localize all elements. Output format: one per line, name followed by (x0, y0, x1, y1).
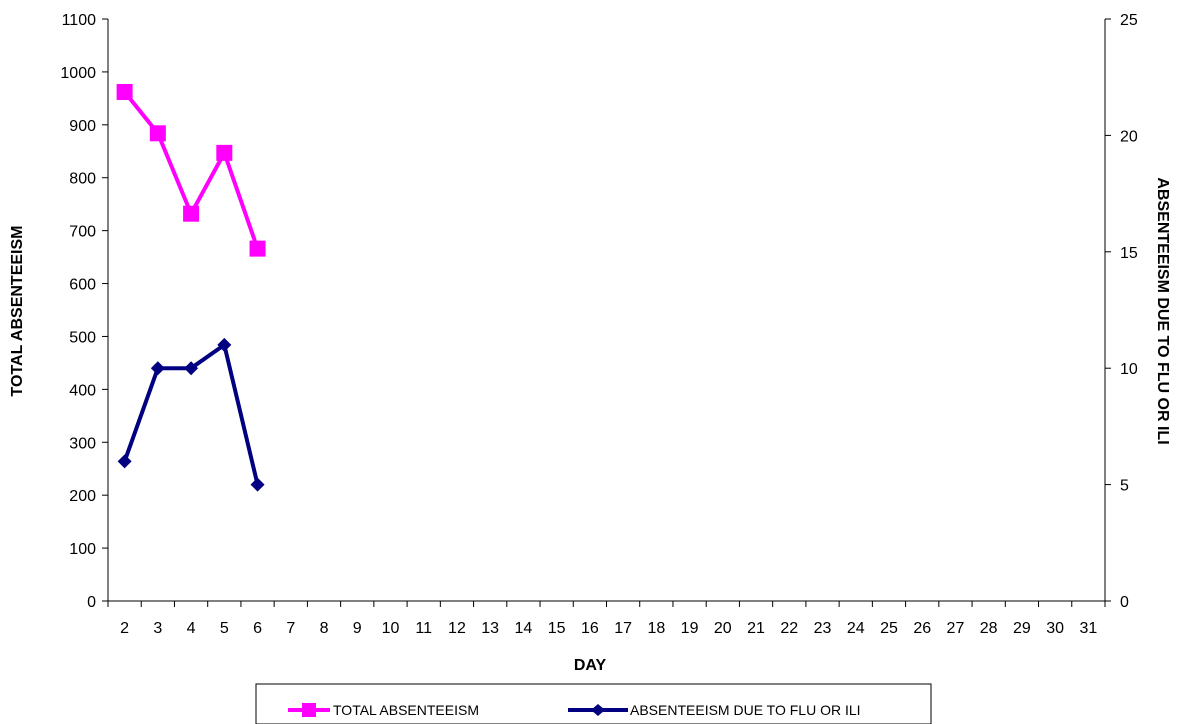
x-tick-label: 23 (814, 620, 832, 637)
y-axis-title: TOTAL ABSENTEEISM (9, 226, 26, 397)
x-tick-label: 3 (153, 620, 162, 637)
x-tick-label: 8 (320, 620, 329, 637)
x-tick-label: 29 (1013, 620, 1031, 637)
x-tick-label: 15 (548, 620, 566, 637)
x-tick-label: 5 (220, 620, 229, 637)
x-tick-label: 20 (714, 620, 732, 637)
series-group (116, 84, 266, 492)
y-tick-label: 600 (69, 277, 96, 294)
data-point (216, 144, 233, 161)
x-tick-label: 6 (253, 620, 262, 637)
series-line (123, 90, 260, 250)
y-tick-label: 700 (69, 224, 96, 241)
y-tick-label: 300 (69, 435, 96, 452)
x-tick-label: 10 (382, 620, 400, 637)
x-tick-label: 4 (187, 620, 196, 637)
x-tick-label: 12 (448, 620, 466, 637)
x-tick-label: 9 (353, 620, 362, 637)
x-tick-label: 24 (847, 620, 865, 637)
x-tick-label: 17 (614, 620, 632, 637)
y2-tick-label: 10 (1120, 361, 1138, 378)
x-tick-label: 2 (120, 620, 129, 637)
tick-labels: 0 100 200 300 400 500 600 700 800 900 1000 1100 0 5 10… (60, 12, 1137, 637)
data-point (149, 125, 166, 142)
legend-swatch-marker-flu-ili (591, 704, 605, 716)
data-point (117, 454, 132, 469)
x-tick-label: 11 (415, 620, 432, 637)
y-tick-label: 900 (69, 118, 96, 135)
x-tick-label: 16 (581, 620, 599, 637)
x-tick-label: 31 (1079, 620, 1097, 637)
x-tick-label: 18 (647, 620, 665, 637)
y2-tick-label: 0 (1120, 594, 1129, 611)
x-tick-label: 13 (481, 620, 499, 637)
y-tick-label: 1100 (62, 12, 97, 29)
x-tick-label: 27 (947, 620, 965, 637)
axes (102, 18, 1111, 607)
x-tick-label: 22 (780, 620, 798, 637)
x-tick-label: 21 (747, 620, 765, 637)
x-tick-label: 7 (286, 620, 295, 637)
series-total-absenteeism (116, 84, 266, 257)
data-point (184, 361, 199, 376)
y-tick-label: 100 (69, 541, 96, 558)
legend-swatch-marker-total-absenteeism (302, 703, 316, 717)
legend-box (255, 683, 932, 724)
y-tick-label: 500 (69, 329, 96, 346)
x-axis-title: DAY (574, 657, 607, 674)
data-point (183, 205, 200, 222)
y-tick-label: 800 (69, 171, 96, 188)
y-tick-label: 200 (69, 488, 96, 505)
x-tick-label: 25 (880, 620, 898, 637)
x-tick-label: 26 (913, 620, 931, 637)
y-tick-label: 1000 (60, 65, 96, 82)
data-point (116, 84, 133, 101)
data-point (250, 477, 265, 492)
y2-tick-label: 20 (1120, 128, 1138, 145)
y2-tick-label: 15 (1120, 245, 1138, 262)
data-point (150, 361, 165, 376)
data-point (217, 337, 232, 352)
data-point (249, 240, 266, 257)
x-tick-label: 14 (515, 620, 533, 637)
y2-axis-title: ABSENTEEISM DUE TO FLU OR ILI (1154, 177, 1171, 444)
legend-label-flu-ili: ABSENTEEISM DUE TO FLU OR ILI (630, 702, 861, 718)
y-tick-label: 0 (87, 594, 96, 611)
series-flu-ili (117, 337, 265, 492)
x-tick-label: 28 (980, 620, 998, 637)
x-tick-label: 30 (1046, 620, 1064, 637)
y2-tick-label: 25 (1120, 12, 1138, 29)
x-tick-label: 19 (681, 620, 699, 637)
y-tick-label: 400 (69, 382, 96, 399)
legend-label-total-absenteeism: TOTAL ABSENTEEISM (333, 702, 479, 718)
legend: TOTAL ABSENTEEISM ABSENTEEISM DUE TO FLU… (255, 683, 932, 724)
y2-tick-label: 5 (1120, 478, 1129, 495)
